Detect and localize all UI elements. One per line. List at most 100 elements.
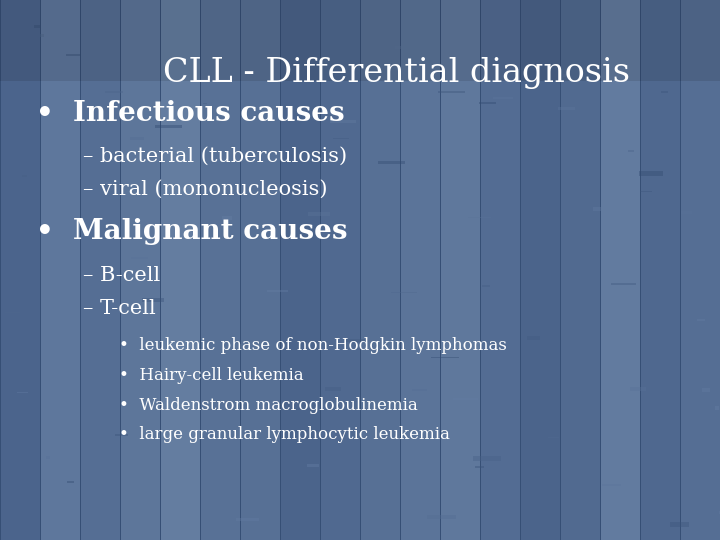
Text: •  large granular lymphocytic leukemia: • large granular lymphocytic leukemia [119,426,450,443]
Bar [680,0,681,540]
Bar [560,0,561,540]
Bar [628,151,634,152]
Bar [468,217,490,218]
Bar [480,0,481,540]
Bar [130,256,148,259]
Bar [438,91,465,93]
Bar [428,515,456,518]
Bar [563,75,567,77]
Bar [548,436,559,438]
Bar [377,315,380,316]
Bar [593,207,606,211]
Bar [233,375,241,378]
Bar [680,0,720,540]
Bar [611,284,636,285]
Text: – viral (mononucleosis): – viral (mononucleosis) [83,179,328,199]
Bar [40,0,41,540]
Bar [240,0,241,540]
Bar [66,54,81,56]
Bar [320,0,321,540]
Bar [440,0,441,540]
Bar [0,0,40,540]
Bar [240,0,280,540]
Bar [600,0,640,540]
Bar [307,464,320,467]
Bar [472,456,501,461]
Bar [236,518,258,521]
Bar [395,46,402,49]
Bar [639,171,662,176]
Bar [22,174,27,177]
Bar [80,0,81,540]
Bar [681,211,692,214]
Text: •  Hairy-cell leukemia: • Hairy-cell leukemia [119,367,303,384]
Bar [662,91,667,93]
Bar [280,0,282,540]
Bar [453,398,477,400]
Bar [640,0,680,540]
Bar [40,0,80,540]
Bar [343,339,369,342]
Bar [520,0,560,540]
Bar [702,388,710,392]
Bar [120,0,121,540]
Bar [560,0,600,540]
Bar [120,0,160,540]
Bar [333,138,349,139]
Bar [67,481,74,483]
Bar [431,356,459,358]
Bar [46,456,50,460]
Bar [440,0,480,540]
Bar [480,0,520,540]
Bar [200,0,240,540]
Bar [640,191,652,192]
Bar [203,103,207,104]
Bar [600,0,601,540]
Text: – B-cell: – B-cell [83,266,160,285]
Bar [360,0,400,540]
Bar [400,0,440,540]
Bar [130,137,144,140]
Bar [266,289,289,292]
Bar [155,125,182,128]
Bar [377,161,405,164]
Bar [160,0,200,540]
Bar [391,292,417,293]
Bar [320,0,360,540]
Bar [631,387,646,390]
Text: •  leukemic phase of non-Hodgkin lymphomas: • leukemic phase of non-Hodgkin lymphoma… [119,337,507,354]
Bar [360,0,361,540]
Bar [17,392,28,393]
Text: – bacterial (tuberculosis): – bacterial (tuberculosis) [83,147,347,166]
Text: •  Malignant causes: • Malignant causes [36,218,348,245]
Bar [640,0,642,540]
Bar [0,0,720,81]
Bar [160,0,161,540]
Bar [105,91,123,93]
Bar [697,319,705,321]
Bar [670,522,689,526]
Bar [601,484,621,487]
Text: CLL - Differential diagnosis: CLL - Differential diagnosis [163,57,629,89]
Bar [715,406,719,409]
Bar [280,0,320,540]
Bar [325,387,341,391]
Bar [0,0,1,540]
Bar [80,0,120,540]
Bar [330,120,356,124]
Bar [479,102,496,104]
Bar [474,465,484,469]
Bar [493,97,513,99]
Bar [34,25,40,28]
Bar [119,116,126,120]
Bar [106,182,112,184]
Bar [143,298,164,301]
Text: – T-cell: – T-cell [83,299,156,319]
Bar [31,34,44,37]
Text: •  Waldenstrom macroglobulinemia: • Waldenstrom macroglobulinemia [119,396,418,414]
Text: •  Infectious causes: • Infectious causes [36,100,345,127]
Bar [400,0,401,540]
Bar [520,0,521,540]
Bar [413,389,427,391]
Bar [308,212,330,216]
